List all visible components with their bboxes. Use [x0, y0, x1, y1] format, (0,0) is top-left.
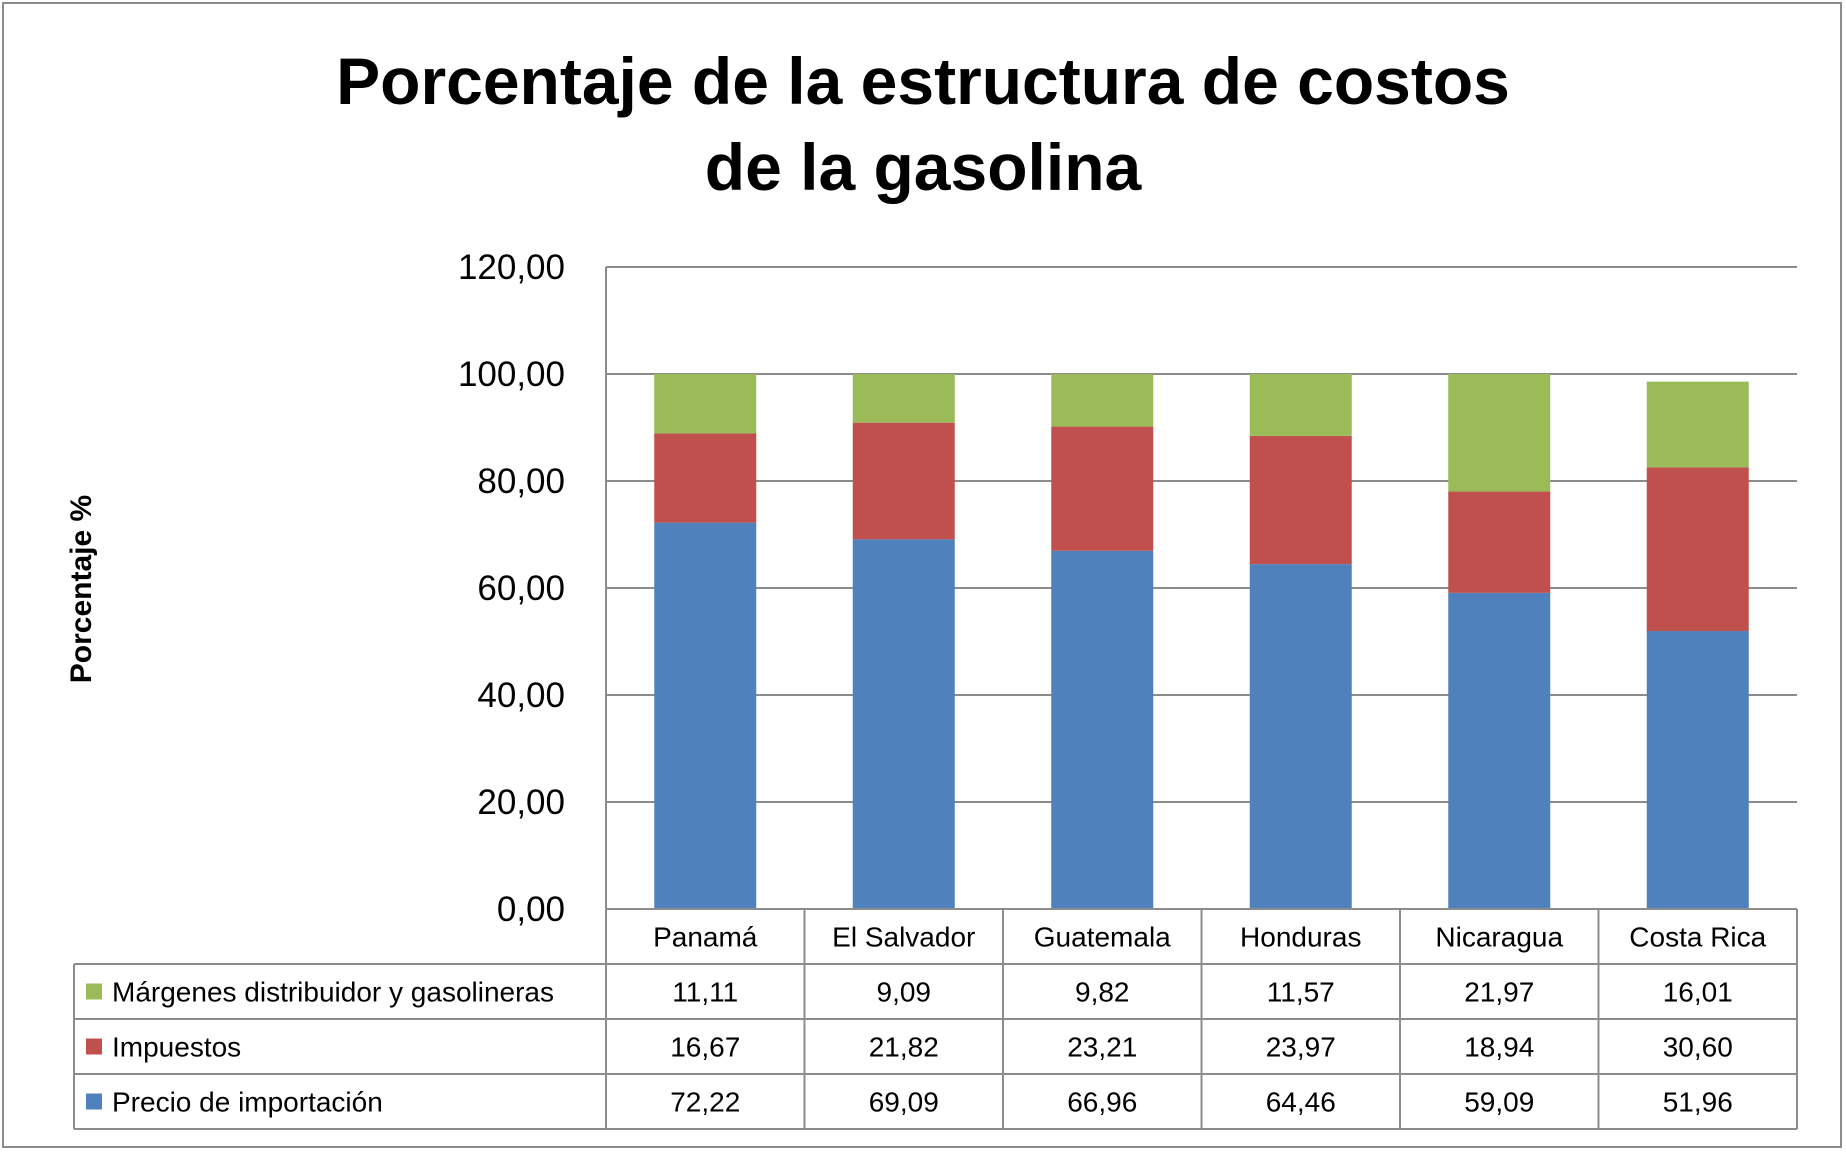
table-value: 18,94: [1464, 1032, 1534, 1063]
bar-segment: [654, 374, 757, 434]
gridlines: [605, 266, 1797, 910]
legend-swatch: [86, 983, 102, 1000]
bar-segment: [1249, 564, 1352, 909]
chart-title-line-2: de la gasolina: [704, 130, 1142, 204]
bar-segment: [852, 374, 955, 423]
bar-segment: [1646, 631, 1749, 909]
x-category-label: Honduras: [1240, 922, 1361, 953]
chart-title: Porcentaje de la estructura de costos de…: [0, 38, 1846, 210]
x-category-label: Costa Rica: [1629, 922, 1766, 953]
bar-segment: [1646, 381, 1749, 468]
table-value: 72,22: [670, 1087, 740, 1118]
bar-segment: [1646, 467, 1749, 632]
y-tick-label: 20,00: [477, 783, 565, 822]
table-value: 9,82: [1075, 977, 1130, 1008]
y-tick-label: 80,00: [477, 462, 565, 501]
bar-segment: [1051, 374, 1154, 427]
table-value: 11,11: [672, 977, 738, 1008]
table-value: 64,46: [1266, 1087, 1336, 1118]
table-value: 11,57: [1267, 977, 1335, 1008]
bar-segment: [1448, 592, 1551, 909]
table-value: 16,01: [1663, 977, 1733, 1008]
table-value: 23,21: [1067, 1032, 1137, 1063]
y-tick-label: 0,00: [497, 890, 565, 929]
bar-segment: [1249, 374, 1352, 436]
bar-segment: [1249, 435, 1352, 565]
table-value: 66,96: [1067, 1087, 1137, 1118]
legend-label: Precio de importación: [112, 1087, 383, 1118]
table-value: 16,67: [670, 1032, 740, 1063]
table-value: 51,96: [1663, 1087, 1733, 1118]
table-value: 21,97: [1464, 977, 1534, 1008]
y-tick-label: 120,00: [458, 248, 565, 287]
bar-segment: [654, 433, 757, 523]
y-tick-label: 60,00: [477, 569, 565, 608]
x-category-label: El Salvador: [832, 922, 975, 953]
bar-segment: [852, 539, 955, 909]
table-value: 30,60: [1663, 1032, 1733, 1063]
table-value: 21,82: [869, 1032, 939, 1063]
x-category-label: Panamá: [653, 922, 758, 953]
bar-segment: [852, 422, 955, 540]
y-axis-ticks: 0,00 20,00 40,00 60,00 80,00 100,00 120,00: [458, 248, 565, 929]
chart-title-line-1: Porcentaje de la estructura de costos: [336, 44, 1510, 118]
table-value: 9,09: [877, 977, 932, 1008]
bar-segment: [1448, 374, 1551, 492]
table-value: 59,09: [1464, 1087, 1534, 1118]
legend-swatch: [86, 1093, 102, 1110]
bar-segment: [1051, 550, 1154, 909]
legend-swatch: [86, 1038, 102, 1055]
x-category-label: Guatemala: [1034, 922, 1171, 953]
table-value: 69,09: [869, 1087, 939, 1118]
bar-segment: [1051, 426, 1154, 551]
y-tick-label: 100,00: [458, 355, 565, 394]
bar-segment: [1448, 491, 1551, 593]
legend-label: Márgenes distribuidor y gasolineras: [112, 977, 554, 1008]
x-category-label: Nicaragua: [1435, 922, 1563, 953]
table-value: 23,97: [1266, 1032, 1336, 1063]
bar-segment: [654, 522, 757, 909]
bars: [654, 374, 1749, 909]
data-table: Panamá El Salvador Guatemala Honduras Nicara…: [73, 908, 1798, 1130]
y-tick-label: 40,00: [477, 676, 565, 715]
legend-label: Impuestos: [112, 1032, 241, 1063]
